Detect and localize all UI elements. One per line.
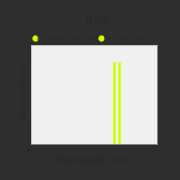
Legend: Excitation Max 565, Emission Max 575: Excitation Max 565, Emission Max 575 [34, 35, 161, 41]
Y-axis label: Fluorescence: Fluorescence [19, 66, 28, 123]
X-axis label: Wavelength (nm): Wavelength (nm) [56, 156, 131, 165]
Text: RPE: RPE [85, 17, 109, 27]
